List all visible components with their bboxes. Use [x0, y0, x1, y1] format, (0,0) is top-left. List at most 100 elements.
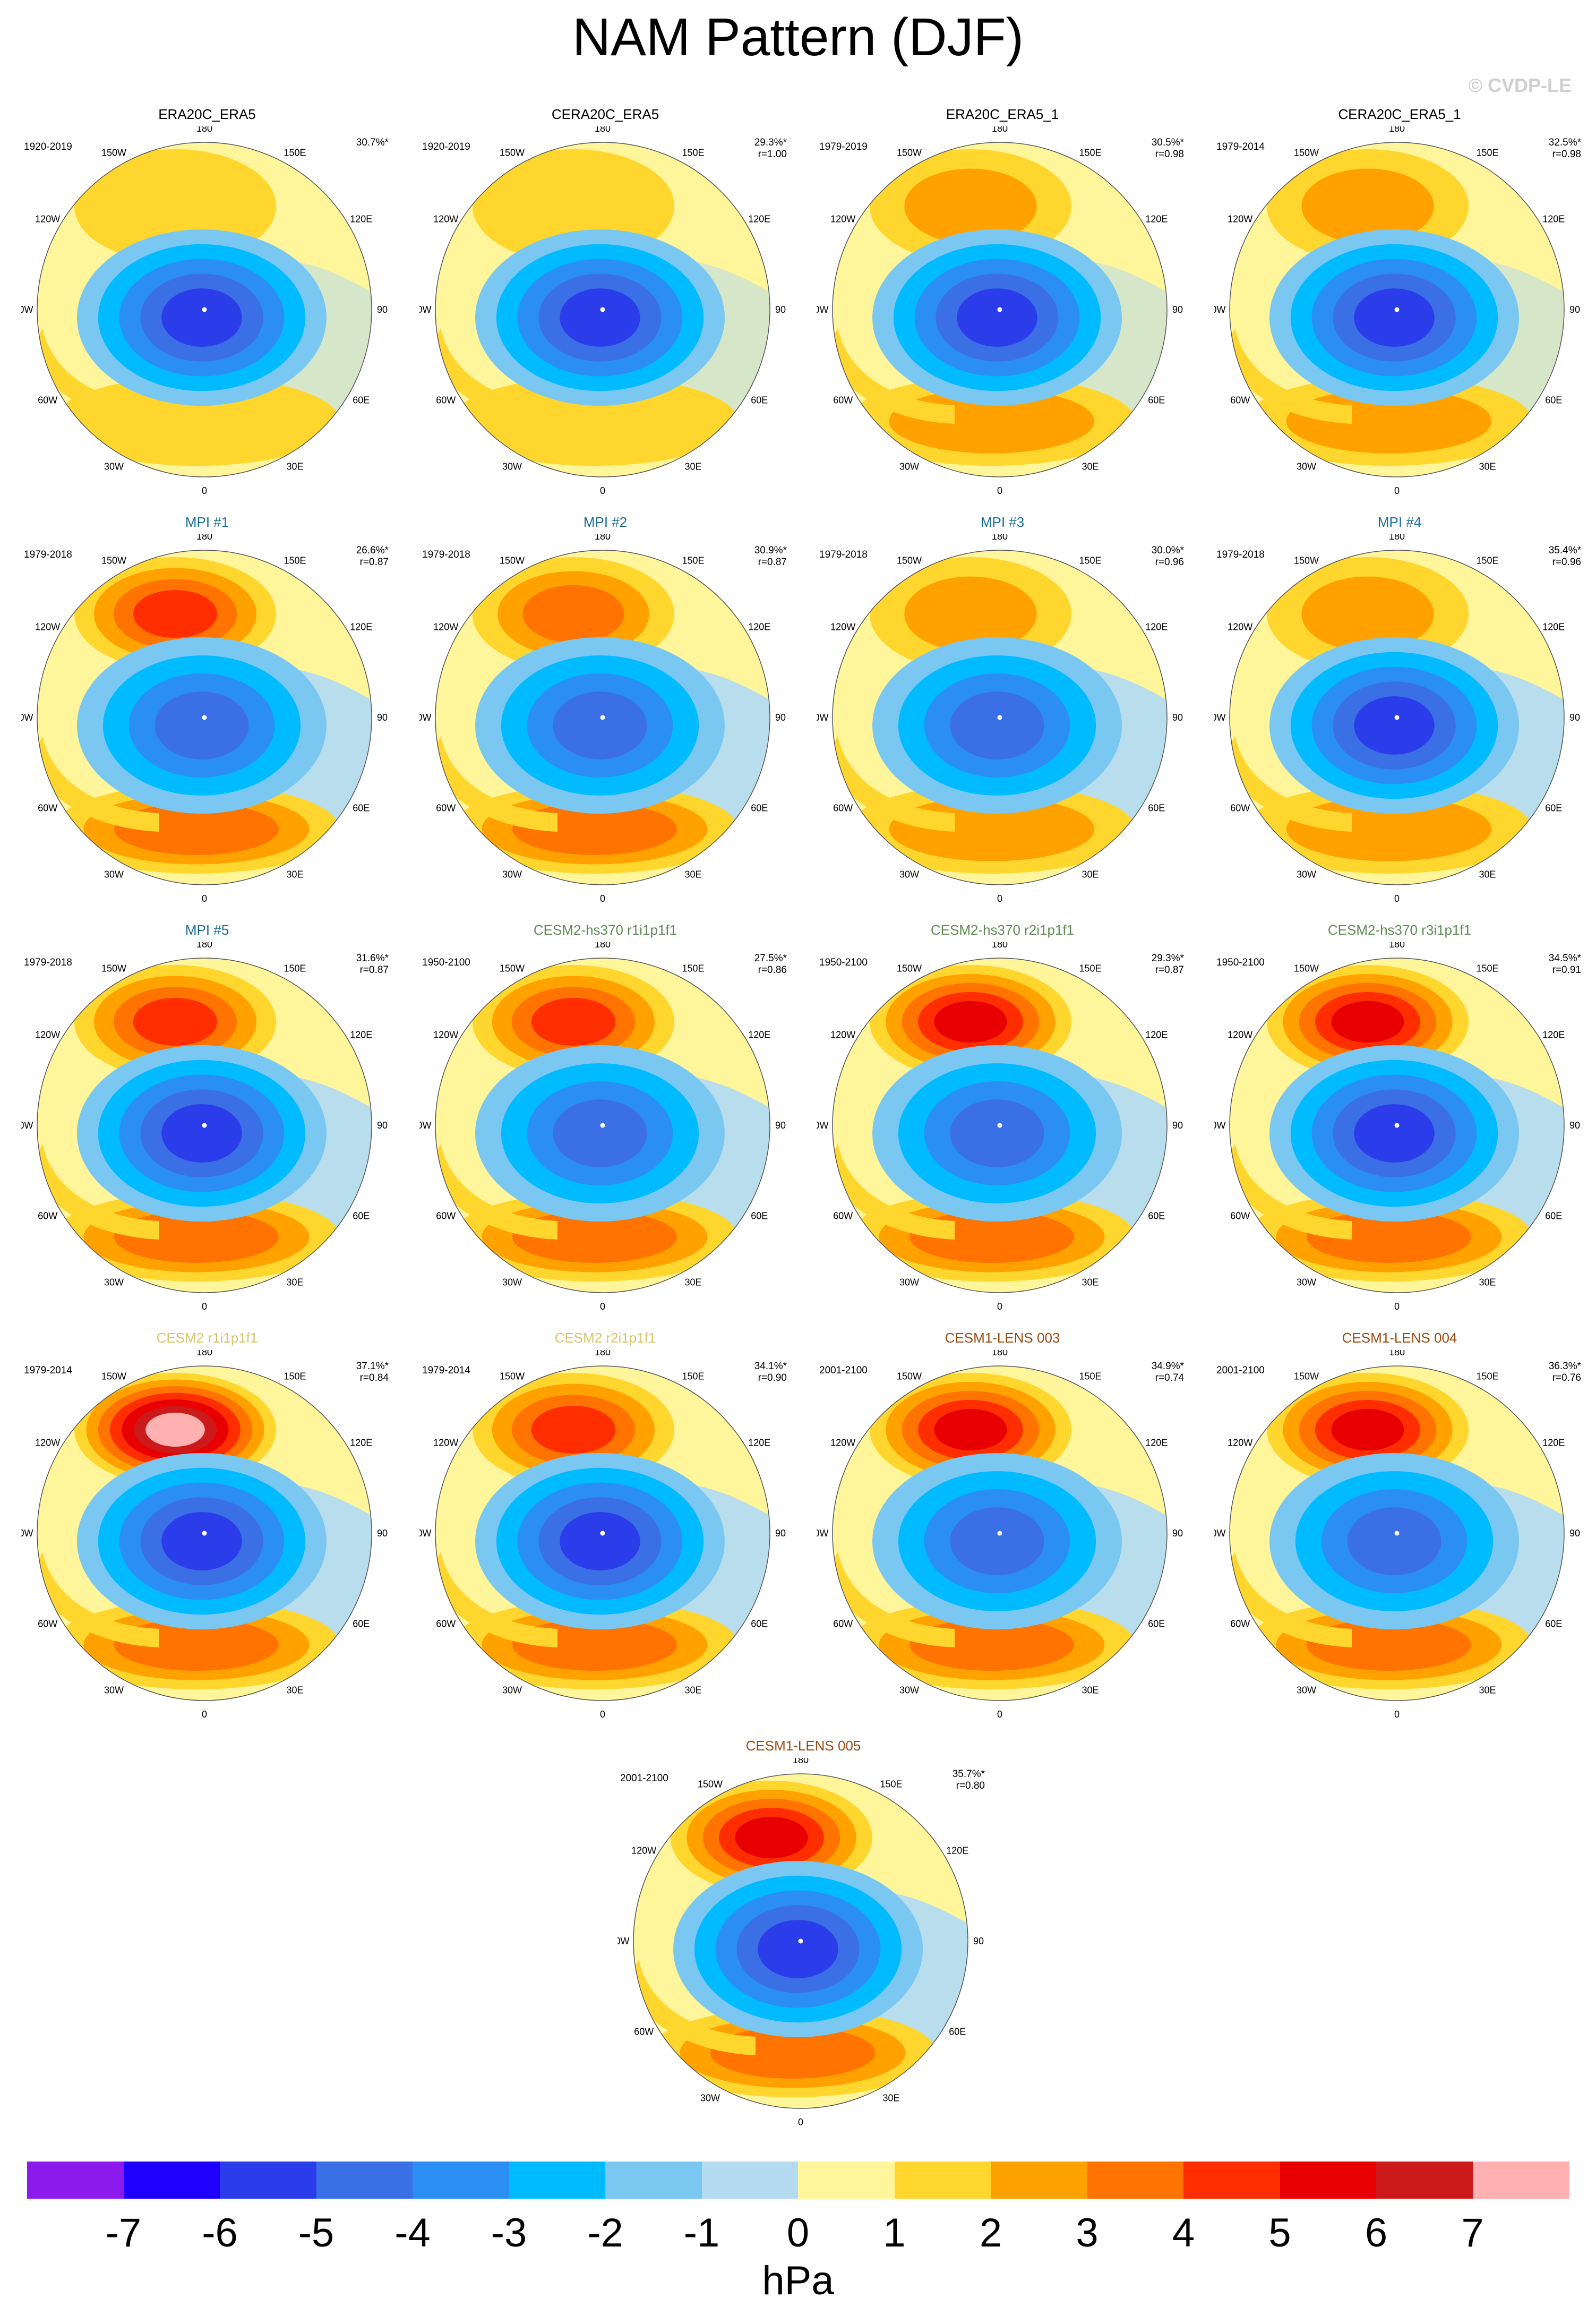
pole-marker — [600, 1123, 605, 1128]
longitude-label: 150E — [284, 1371, 306, 1382]
panel-period: 1979-2018 — [819, 549, 868, 560]
longitude-label: 60E — [1545, 1211, 1562, 1221]
longitude-label: 90E — [1172, 1528, 1183, 1539]
longitude-label: 60E — [353, 395, 370, 406]
panel-pattern-correlation: r=0.86 — [758, 964, 787, 976]
panel-variance-explained: 36.3%* — [1548, 1361, 1581, 1372]
longitude-label: 60W — [833, 395, 853, 406]
panel-title: MPI #5 — [185, 922, 229, 938]
longitude-label: 150E — [284, 556, 306, 566]
longitude-label: 120E — [1542, 1438, 1565, 1448]
longitude-label: 150E — [1079, 1371, 1101, 1382]
longitude-label: 120W — [830, 622, 855, 633]
longitude-label: 90W — [21, 304, 33, 315]
panel-variance-explained: 27.5%* — [754, 953, 787, 964]
longitude-label: 150W — [698, 1779, 723, 1790]
longitude-label: 30E — [1082, 1277, 1099, 1287]
longitude-label: 120W — [1228, 622, 1252, 633]
pacific-high-contour — [1301, 168, 1434, 244]
longitude-label: 60W — [833, 1619, 853, 1629]
longitude-label: 150W — [500, 963, 525, 974]
colorbar-swatch — [1472, 2162, 1569, 2199]
longitude-label: 60E — [751, 1619, 768, 1629]
longitude-label: 30W — [1297, 869, 1316, 879]
panel-title: CERA20C_ERA5_1 — [1338, 106, 1461, 122]
colorbar-swatch — [894, 2162, 991, 2199]
longitude-label: 60E — [353, 803, 370, 814]
longitude-label: 30E — [1479, 869, 1496, 879]
longitude-label: 150W — [897, 963, 922, 974]
longitude-label: 120E — [748, 1030, 770, 1040]
colorbar-swatch — [220, 2162, 316, 2199]
atlantic-high-band — [833, 1144, 955, 1240]
map-boundary — [1229, 142, 1565, 477]
colorbar-tick-label: -3 — [491, 2210, 527, 2256]
panel-title: MPI #2 — [583, 514, 628, 530]
longitude-label: 60W — [38, 1211, 57, 1221]
pole-marker — [798, 1938, 803, 1944]
panel-stats: 30.9%* r=0.87 — [754, 545, 787, 568]
longitude-label: 0 — [600, 1301, 605, 1312]
atlantic-high-band — [37, 736, 159, 832]
longitude-label: 90W — [21, 1120, 33, 1131]
panel-title: MPI #1 — [185, 514, 229, 530]
longitude-label: 30E — [1082, 461, 1099, 472]
panel-stats: 26.6%* r=0.87 — [356, 545, 389, 568]
panel-pattern-correlation: r=0.87 — [1155, 964, 1184, 976]
longitude-label: 90E — [377, 304, 388, 315]
longitude-label: 120E — [1145, 1438, 1168, 1448]
panel-stats: 29.3%* r=1.00 — [754, 137, 787, 160]
panel-pattern-correlation: r=0.96 — [1155, 557, 1184, 568]
longitude-label: 30E — [684, 869, 701, 879]
longitude-label: 0 — [202, 1301, 207, 1312]
longitude-label: 120W — [433, 1030, 458, 1040]
map-boundary — [1229, 958, 1565, 1293]
map-panel: ERA20C_ERA5 1920-2019 30.7%* 180 150E 120E 90E… — [21, 106, 414, 505]
pole-marker — [202, 715, 207, 720]
atlantic-high-band — [37, 1552, 159, 1647]
map-boundary — [1229, 550, 1565, 885]
map-boundary — [832, 142, 1168, 477]
pacific-high-contour — [1331, 1001, 1404, 1043]
panel-stats: 32.5%* r=0.98 — [1549, 137, 1581, 160]
map-boundary — [435, 550, 770, 885]
longitude-label: 30E — [286, 1277, 303, 1287]
panel-variance-explained: 34.5%* — [1548, 953, 1581, 964]
longitude-label: 120E — [1542, 622, 1565, 633]
panel-variance-explained: 30.9%* — [754, 545, 787, 556]
longitude-label: 90W — [817, 1120, 829, 1131]
longitude-label: 30E — [684, 1685, 701, 1695]
longitude-label: 90W — [617, 1936, 630, 1946]
longitude-label: 60E — [949, 2027, 966, 2037]
longitude-label: 150E — [682, 1371, 704, 1382]
map-boundary — [832, 958, 1168, 1293]
panel-period: 1979-2018 — [1216, 549, 1265, 560]
polar-map: 180 150E 120E 90E 60E 30E 0 30W 60W 90W 120W 150W — [419, 126, 786, 496]
longitude-label: 30W — [104, 1685, 124, 1695]
arctic-low-contour — [1354, 696, 1435, 755]
colorbar-tick-label: -1 — [683, 2210, 720, 2256]
panel-pattern-correlation: r=0.87 — [359, 557, 389, 568]
longitude-label: 150W — [1294, 148, 1319, 158]
arctic-low-contour — [155, 691, 249, 759]
longitude-label: 60W — [436, 803, 456, 814]
panel-stats: 29.3%* r=0.87 — [1152, 953, 1184, 976]
panel-period: 1979-2014 — [1216, 141, 1265, 152]
longitude-label: 60W — [436, 395, 456, 406]
arctic-low-contour — [553, 691, 647, 759]
longitude-label: 180 — [196, 534, 212, 542]
longitude-label: 90W — [817, 304, 829, 315]
longitude-label: 180 — [1389, 534, 1405, 542]
pole-marker — [1394, 307, 1400, 312]
longitude-label: 60W — [38, 1619, 57, 1629]
panel-variance-explained: 34.1%* — [754, 1361, 787, 1372]
colorbar-units: hPa — [762, 2258, 834, 2303]
atlantic-high-band — [37, 1144, 159, 1240]
colorbar-tick-label: 4 — [1172, 2210, 1195, 2256]
longitude-label: 120W — [35, 622, 60, 633]
colorbar-tick-label: 3 — [1076, 2210, 1099, 2256]
longitude-label: 90W — [419, 304, 432, 315]
pacific-high-contour — [531, 1405, 616, 1454]
panel-period: 1979-2018 — [24, 549, 72, 560]
pacific-high-contour — [934, 1408, 1007, 1451]
